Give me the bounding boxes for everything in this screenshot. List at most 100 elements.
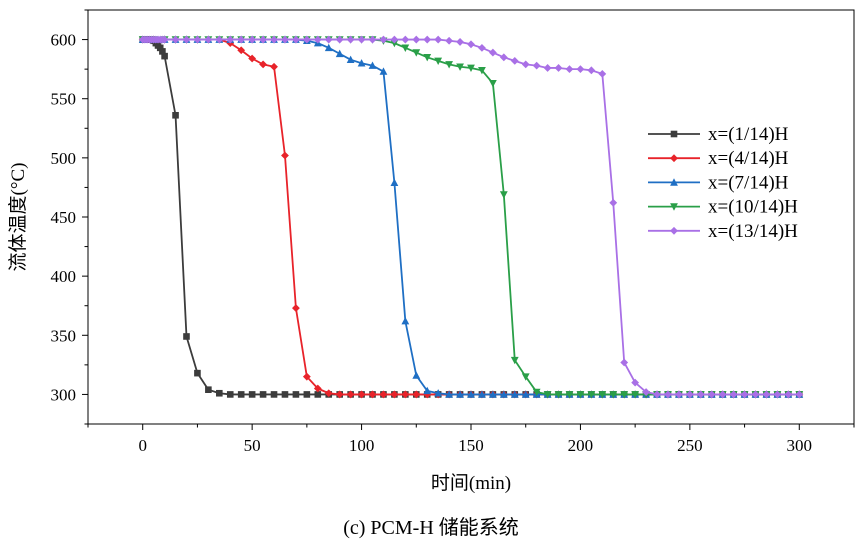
data-point	[631, 378, 640, 387]
x-tick-label: 100	[349, 436, 375, 455]
data-point	[357, 390, 366, 399]
data-point	[412, 35, 421, 44]
x-tick-label: 50	[244, 436, 261, 455]
data-point	[521, 373, 530, 381]
data-point	[248, 54, 257, 63]
data-point	[510, 390, 519, 398]
legend-marker	[670, 203, 678, 211]
data-point	[335, 49, 344, 58]
legend-item: x=(1/14)H	[648, 124, 789, 145]
data-point	[401, 35, 410, 44]
data-point	[554, 391, 563, 399]
data-point	[445, 36, 454, 45]
data-point	[718, 390, 727, 399]
data-point	[379, 390, 388, 399]
data-point	[346, 390, 355, 399]
data-point	[412, 49, 421, 57]
x-tick-label: 150	[458, 436, 484, 455]
data-point	[248, 35, 257, 44]
data-point	[390, 39, 399, 48]
data-point	[237, 46, 246, 55]
data-point	[675, 390, 683, 399]
data-point	[314, 391, 322, 398]
y-tick-label: 450	[51, 208, 77, 227]
plot-area: 0 50 100 150 200 250 300 300 350 400 450 500 550 600	[51, 9, 855, 455]
data-point	[467, 64, 475, 73]
data-point	[270, 35, 278, 44]
data-point	[467, 390, 475, 398]
data-point	[740, 390, 749, 399]
data-point	[488, 48, 497, 57]
data-point	[182, 35, 191, 44]
data-point	[412, 390, 421, 399]
x-tick-label: 300	[787, 436, 813, 455]
data-point	[216, 389, 223, 397]
data-point	[292, 391, 300, 398]
data-point	[292, 304, 300, 312]
data-point	[576, 65, 585, 74]
series-3	[138, 35, 804, 398]
data-point	[456, 38, 464, 46]
legend-label: x=(10/14)H	[708, 197, 798, 218]
data-point	[521, 390, 530, 398]
data-point	[423, 54, 432, 62]
legend-label: x=(4/14)H	[708, 148, 789, 169]
series-5	[138, 35, 804, 399]
data-point	[598, 69, 607, 78]
legend-marker	[670, 226, 678, 235]
data-point	[346, 35, 355, 44]
data-point	[751, 390, 760, 399]
data-point	[478, 390, 486, 398]
data-point	[784, 390, 793, 399]
data-point	[281, 391, 289, 398]
legend-label: x=(13/14)H	[708, 221, 798, 242]
data-point	[259, 391, 267, 398]
legend-label: x=(1/14)H	[708, 124, 789, 145]
data-point	[156, 44, 164, 52]
legend: x=(1/14)H x=(4/14)H x=(7/14)H x=(10/14)H x=(…	[648, 124, 798, 242]
data-point	[773, 390, 782, 399]
data-point	[543, 64, 552, 72]
y-tick-label: 300	[51, 385, 77, 404]
x-axis-ticks: 0 50 100 150 200 250 300	[87, 424, 855, 455]
data-point	[302, 372, 311, 381]
x-axis-title: 时间(min)	[431, 472, 511, 494]
data-point	[456, 390, 464, 398]
data-point	[445, 61, 454, 69]
data-point	[576, 391, 585, 399]
y-tick-label: 550	[51, 90, 77, 109]
data-point	[488, 80, 497, 88]
data-point	[423, 386, 432, 395]
data-point	[324, 43, 333, 52]
data-point	[707, 390, 716, 399]
data-point	[281, 151, 289, 160]
y-tick-label: 500	[51, 149, 77, 168]
data-point	[292, 35, 300, 44]
data-point	[795, 390, 804, 399]
y-tick-label: 350	[51, 326, 77, 345]
data-point	[368, 390, 377, 399]
data-point	[445, 390, 454, 398]
data-point	[510, 356, 519, 365]
x-tick-label: 200	[568, 436, 594, 455]
data-point	[762, 390, 771, 399]
legend-label: x=(7/14)H	[708, 172, 789, 193]
data-point	[499, 191, 508, 199]
series-line	[142, 38, 800, 396]
data-point	[565, 65, 574, 74]
data-point	[434, 57, 443, 65]
data-point	[478, 43, 486, 52]
data-point	[696, 390, 705, 399]
data-point	[335, 390, 344, 399]
data-point	[401, 390, 410, 399]
data-point	[259, 35, 267, 44]
data-point	[729, 390, 738, 399]
data-point	[390, 178, 399, 186]
data-point	[434, 35, 443, 44]
data-point	[587, 391, 596, 399]
data-point	[543, 391, 552, 399]
data-point	[434, 389, 443, 397]
data-point	[226, 391, 234, 398]
data-point	[237, 35, 246, 44]
data-point	[521, 60, 530, 69]
